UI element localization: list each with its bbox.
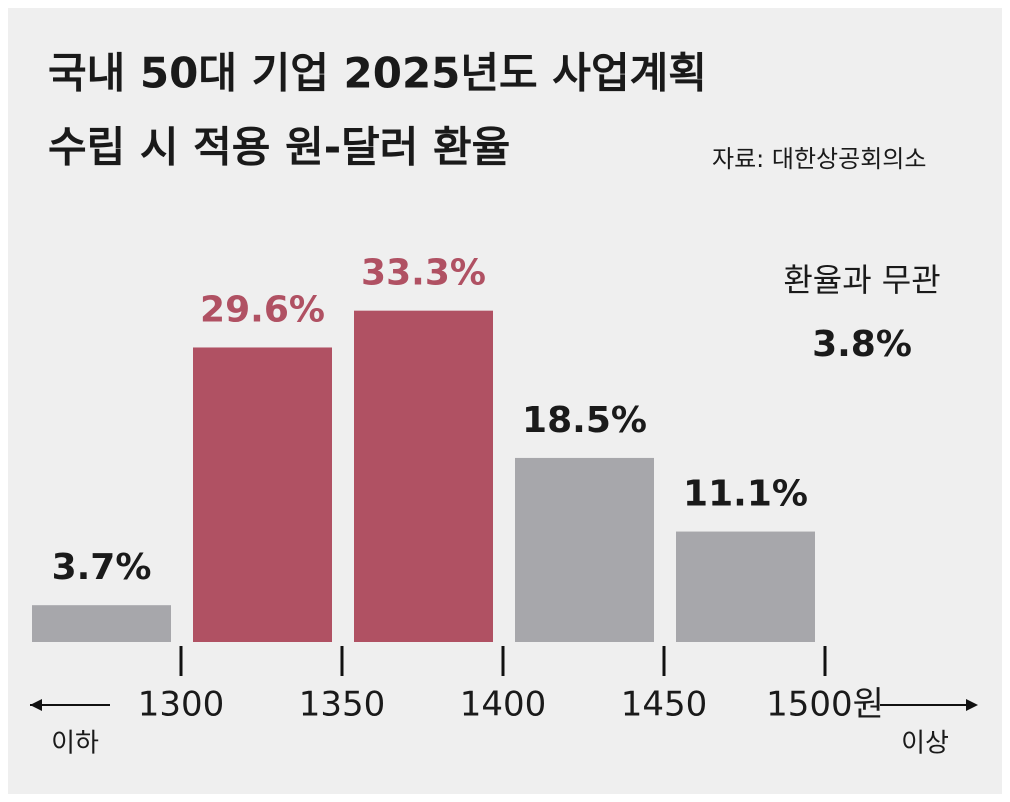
value-label: 29.6% bbox=[200, 289, 325, 330]
source: 자료: 대한상공회의소 bbox=[712, 145, 926, 173]
right-label: 이상 bbox=[901, 729, 949, 759]
value-label: 11.1% bbox=[683, 474, 808, 515]
value-label: 18.5% bbox=[522, 400, 647, 441]
value-label: 3.7% bbox=[52, 547, 152, 588]
x-tick-label: 1400 bbox=[460, 685, 547, 725]
bar bbox=[354, 310, 493, 642]
bar bbox=[676, 531, 815, 642]
annotation-value: 3.8% bbox=[812, 324, 912, 365]
arrow-head bbox=[966, 699, 978, 711]
bar bbox=[32, 605, 171, 642]
x-tick-label: 1300 bbox=[138, 685, 225, 725]
left-label: 이하 bbox=[51, 729, 99, 759]
background bbox=[8, 8, 1002, 794]
bar bbox=[515, 457, 654, 642]
x-tick-label: 1500원 bbox=[766, 685, 884, 725]
bar bbox=[193, 347, 332, 642]
arrow-head bbox=[30, 699, 42, 711]
annotation-label: 환율과 무관 bbox=[783, 261, 940, 299]
value-label: 33.3% bbox=[361, 253, 486, 294]
x-tick-label: 1350 bbox=[299, 685, 386, 725]
x-tick-label: 1450 bbox=[621, 685, 708, 725]
chart-title: 국내 50대 기업 2025년도 사업계획 bbox=[48, 49, 707, 98]
chart-title: 수립 시 적용 원-달러 환율 bbox=[48, 123, 510, 172]
